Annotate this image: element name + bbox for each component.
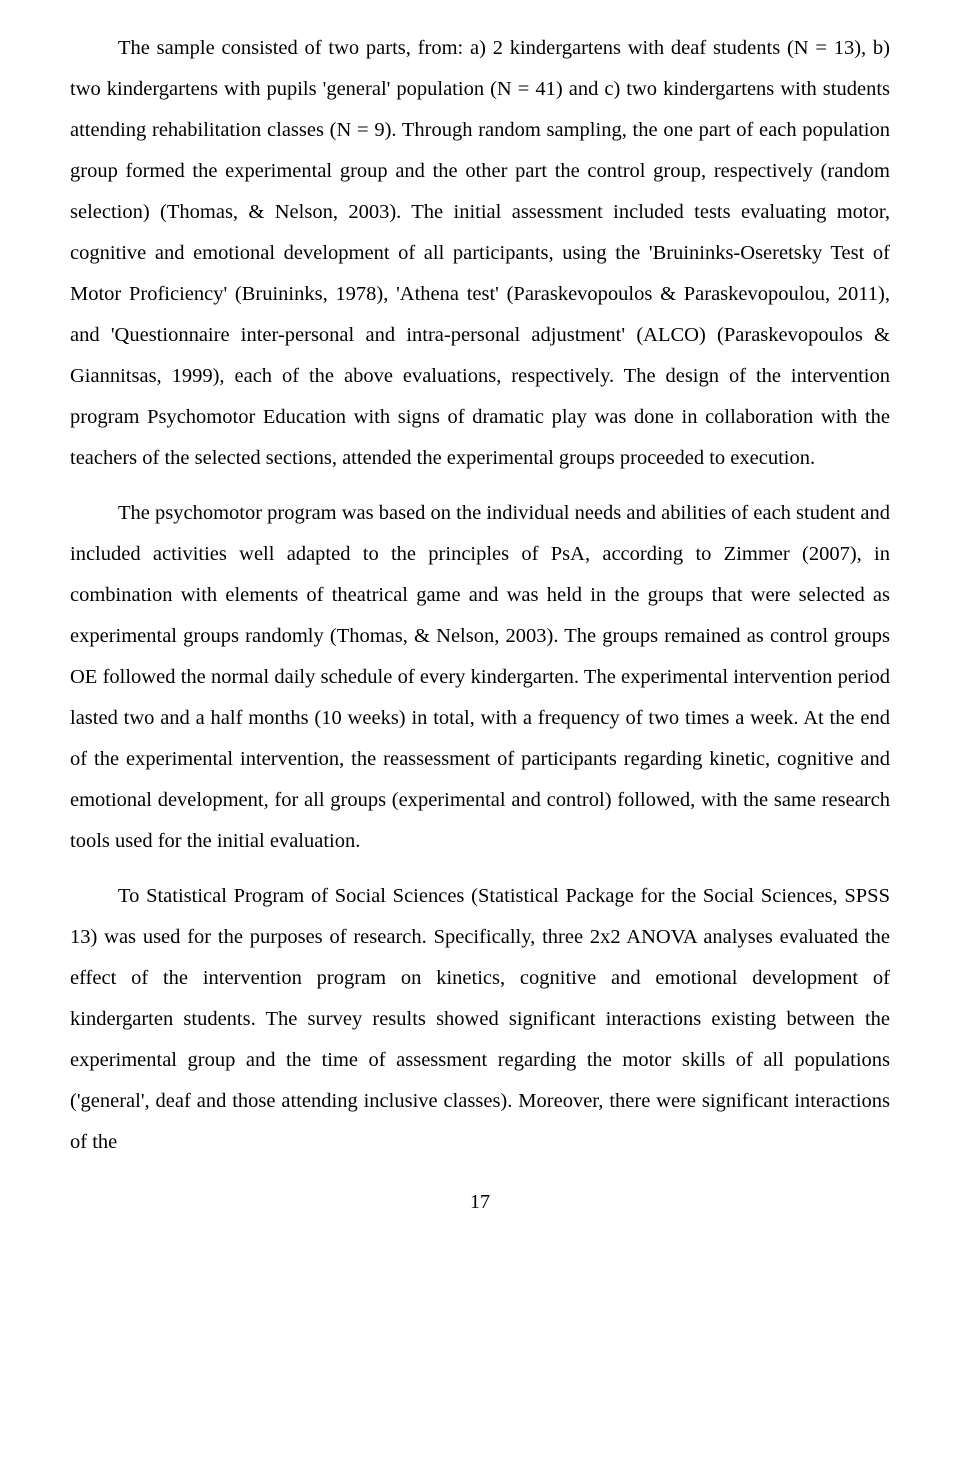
body-paragraph-2: The psychomotor program was based on the… bbox=[70, 493, 890, 862]
page-number: 17 bbox=[70, 1191, 890, 1214]
body-paragraph-1: The sample consisted of two parts, from:… bbox=[70, 28, 890, 479]
body-paragraph-3: Το Statistical Program of Social Science… bbox=[70, 876, 890, 1163]
